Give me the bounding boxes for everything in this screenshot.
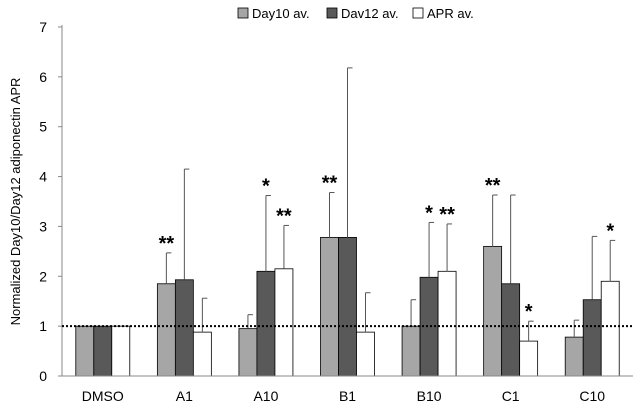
bar	[93, 325, 113, 377]
legend-swatch	[412, 7, 424, 19]
x-tick-label: C10	[579, 388, 605, 404]
y-axis: 0 1 2 3 4 5 6 7 Normalized Day10/Day12 adiponect…	[8, 19, 63, 384]
legend-label: APR av.	[427, 6, 474, 21]
significance-markers: ******** ******	[159, 173, 615, 324]
bar	[501, 283, 521, 377]
legend-label: Day10 av.	[252, 6, 310, 21]
y-axis-label: Normalized Day10/Day12 adiponectin APR	[8, 78, 23, 326]
significance-marker: *	[525, 301, 533, 323]
bar	[483, 245, 503, 377]
y-tick-label: 1	[39, 318, 47, 334]
bar	[156, 283, 176, 377]
bar	[600, 280, 620, 377]
error-bars	[165, 67, 616, 342]
bar	[564, 336, 584, 377]
legend-swatch	[237, 7, 249, 19]
x-tick-label: A10	[253, 388, 278, 404]
bar	[356, 331, 375, 377]
bar	[256, 270, 276, 377]
bars	[75, 236, 620, 377]
significance-marker: **	[485, 175, 501, 197]
significance-marker: **	[159, 233, 175, 255]
bar	[238, 328, 258, 377]
x-tick-label: DMSO	[82, 388, 124, 404]
significance-marker: *	[262, 176, 270, 198]
x-tick-label: A1	[176, 388, 193, 404]
significance-marker: **	[322, 173, 338, 195]
bar	[75, 325, 95, 377]
significance-marker: *	[606, 220, 614, 242]
y-tick-label: 2	[39, 268, 47, 284]
y-tick-label: 4	[39, 169, 47, 185]
y-tick-label: 6	[39, 69, 47, 85]
bar	[437, 270, 457, 377]
y-tick-label: 5	[39, 119, 47, 135]
bar	[320, 236, 339, 377]
bar	[111, 325, 131, 377]
bar	[174, 279, 194, 377]
legend-label: Dav12 av.	[341, 6, 399, 21]
bar	[401, 325, 421, 377]
y-tick-label: 7	[39, 19, 47, 35]
bar	[338, 236, 357, 377]
significance-marker: *	[425, 202, 433, 224]
x-tick-label: B10	[417, 388, 442, 404]
legend-swatch	[326, 7, 338, 19]
bar	[274, 268, 294, 377]
x-axis: DMSO A1 A10 B1 B10 C1 C10	[62, 375, 633, 404]
bar	[582, 299, 602, 377]
bar	[192, 331, 212, 377]
significance-marker: **	[439, 204, 455, 226]
x-tick-label: C1	[502, 388, 520, 404]
y-tick-label: 3	[39, 218, 47, 234]
x-tick-label: B1	[339, 388, 356, 404]
significance-marker: **	[276, 205, 292, 227]
bar	[519, 340, 539, 377]
y-tick-label: 0	[39, 368, 47, 384]
legend: Day10 av. Dav12 av. APR av.	[237, 6, 474, 21]
